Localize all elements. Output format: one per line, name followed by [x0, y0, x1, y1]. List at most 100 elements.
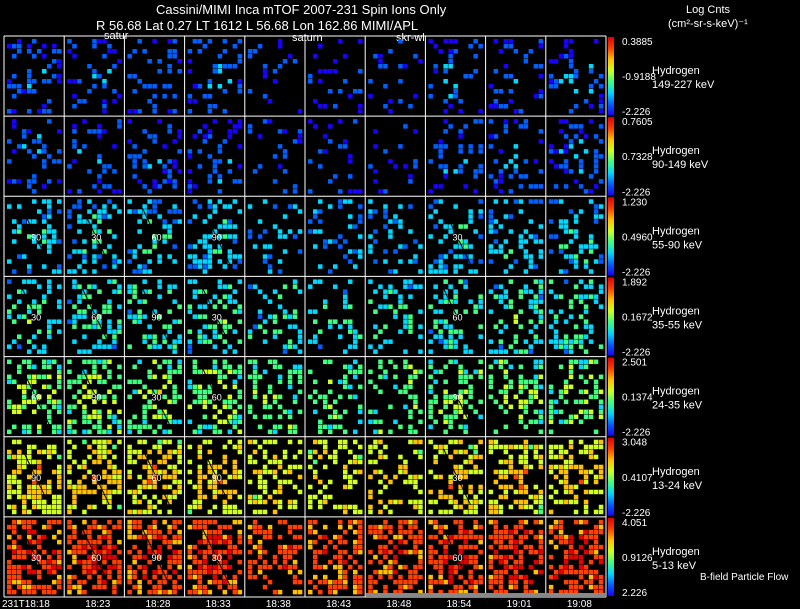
heatmap-cell	[528, 259, 534, 264]
heatmap-cell	[418, 449, 423, 455]
heatmap-cell	[217, 299, 223, 304]
heatmap-cell	[192, 314, 198, 319]
heatmap-cell	[488, 449, 494, 455]
heatmap-cell	[127, 394, 132, 400]
heatmap-cell	[12, 539, 17, 545]
heatmap-cell	[142, 529, 147, 535]
heatmap-cell	[533, 239, 539, 244]
heatmap-cell	[473, 534, 478, 540]
heatmap-cell	[563, 379, 569, 385]
heatmap-cell	[172, 349, 177, 354]
heatmap-cell	[167, 509, 172, 515]
heatmap-cell	[433, 564, 438, 570]
heatmap-cell	[418, 419, 423, 425]
heatmap-cell	[463, 499, 468, 505]
heatmap-cell	[157, 424, 162, 430]
heatmap-cell	[418, 349, 423, 354]
heatmap-cell	[132, 519, 137, 525]
heatmap-cell	[102, 394, 107, 400]
heatmap-cell	[388, 574, 393, 580]
heatmap-cell	[162, 474, 167, 480]
heatmap-cell	[152, 209, 157, 214]
heatmap-cell	[277, 39, 283, 44]
heatmap-cell	[313, 459, 318, 465]
heatmap-cell	[563, 579, 569, 585]
heatmap-cell	[132, 49, 137, 54]
heatmap-cell	[227, 404, 233, 410]
heatmap-cell	[343, 569, 348, 575]
heatmap-cell	[57, 499, 62, 505]
heatmap-cell	[222, 304, 228, 309]
heatmap-cell	[458, 149, 463, 154]
chart-subtitle: R 56.68 Lat 0.27 LT 1612 L 56.68 Lon 162…	[96, 18, 419, 33]
heatmap-cell	[513, 259, 519, 264]
heatmap-cell	[197, 49, 203, 54]
heatmap-cell	[353, 504, 358, 510]
heatmap-cell	[247, 564, 253, 570]
heatmap-cell	[102, 264, 107, 269]
heatmap-cell	[578, 359, 584, 365]
heatmap-cell	[7, 449, 12, 455]
heatmap-cell	[227, 584, 233, 590]
heatmap-cell	[318, 454, 323, 460]
heatmap-cell	[47, 334, 52, 339]
heatmap-cell	[197, 464, 203, 470]
heatmap-cell	[358, 109, 363, 114]
heatmap-cell	[167, 559, 172, 565]
heatmap-cell	[227, 219, 233, 224]
heatmap-cell	[112, 454, 117, 460]
heatmap-cell	[167, 174, 172, 179]
heatmap-cell	[458, 279, 463, 284]
heatmap-cell	[82, 464, 87, 470]
colorbar	[608, 517, 614, 596]
heatmap-cell	[458, 264, 463, 269]
heatmap-cell	[117, 469, 122, 475]
heatmap-cell	[107, 424, 112, 430]
heatmap-cell	[27, 429, 32, 435]
heatmap-cell	[102, 444, 107, 450]
heatmap-cell	[47, 589, 52, 595]
heatmap-cell	[563, 344, 569, 349]
heatmap-cell	[172, 204, 177, 209]
heatmap-cell	[518, 574, 524, 580]
heatmap-cell	[67, 419, 72, 425]
heatmap-cell	[428, 519, 433, 525]
heatmap-cell	[47, 564, 52, 570]
heatmap-cell	[513, 119, 519, 124]
heatmap-cell	[463, 159, 468, 164]
heatmap-cell	[368, 504, 373, 510]
heatmap-cell	[368, 164, 373, 169]
heatmap-cell	[67, 449, 72, 455]
heatmap-cell	[563, 489, 569, 495]
heatmap-cell	[498, 189, 504, 194]
heatmap-cell	[7, 314, 12, 319]
heatmap-cell	[558, 419, 564, 425]
heatmap-cell	[77, 549, 82, 555]
heatmap-cell	[578, 469, 584, 475]
contour-label: 60	[452, 553, 462, 563]
heatmap-cell	[568, 454, 574, 460]
heatmap-cell	[227, 534, 233, 540]
heatmap-cell	[348, 214, 353, 219]
heatmap-cell	[67, 534, 72, 540]
heatmap-cell	[498, 404, 504, 410]
heatmap-cell	[32, 549, 37, 555]
heatmap-cell	[473, 584, 478, 590]
heatmap-cell	[32, 234, 37, 239]
heatmap-cell	[47, 224, 52, 229]
heatmap-cell	[212, 119, 218, 124]
heatmap-cell	[323, 69, 328, 74]
heatmap-cell	[338, 559, 343, 565]
heatmap-cell	[538, 454, 544, 460]
heatmap-cell	[563, 349, 569, 354]
heatmap-cell	[438, 589, 443, 595]
heatmap-cell	[97, 429, 102, 435]
heatmap-cell	[127, 424, 132, 430]
heatmap-cell	[313, 279, 318, 284]
heatmap-cell	[112, 264, 117, 269]
heatmap-cell	[292, 579, 298, 585]
heatmap-cell	[227, 169, 233, 174]
heatmap-cell	[578, 364, 584, 370]
heatmap-cell	[563, 549, 569, 555]
heatmap-cell	[433, 499, 438, 505]
